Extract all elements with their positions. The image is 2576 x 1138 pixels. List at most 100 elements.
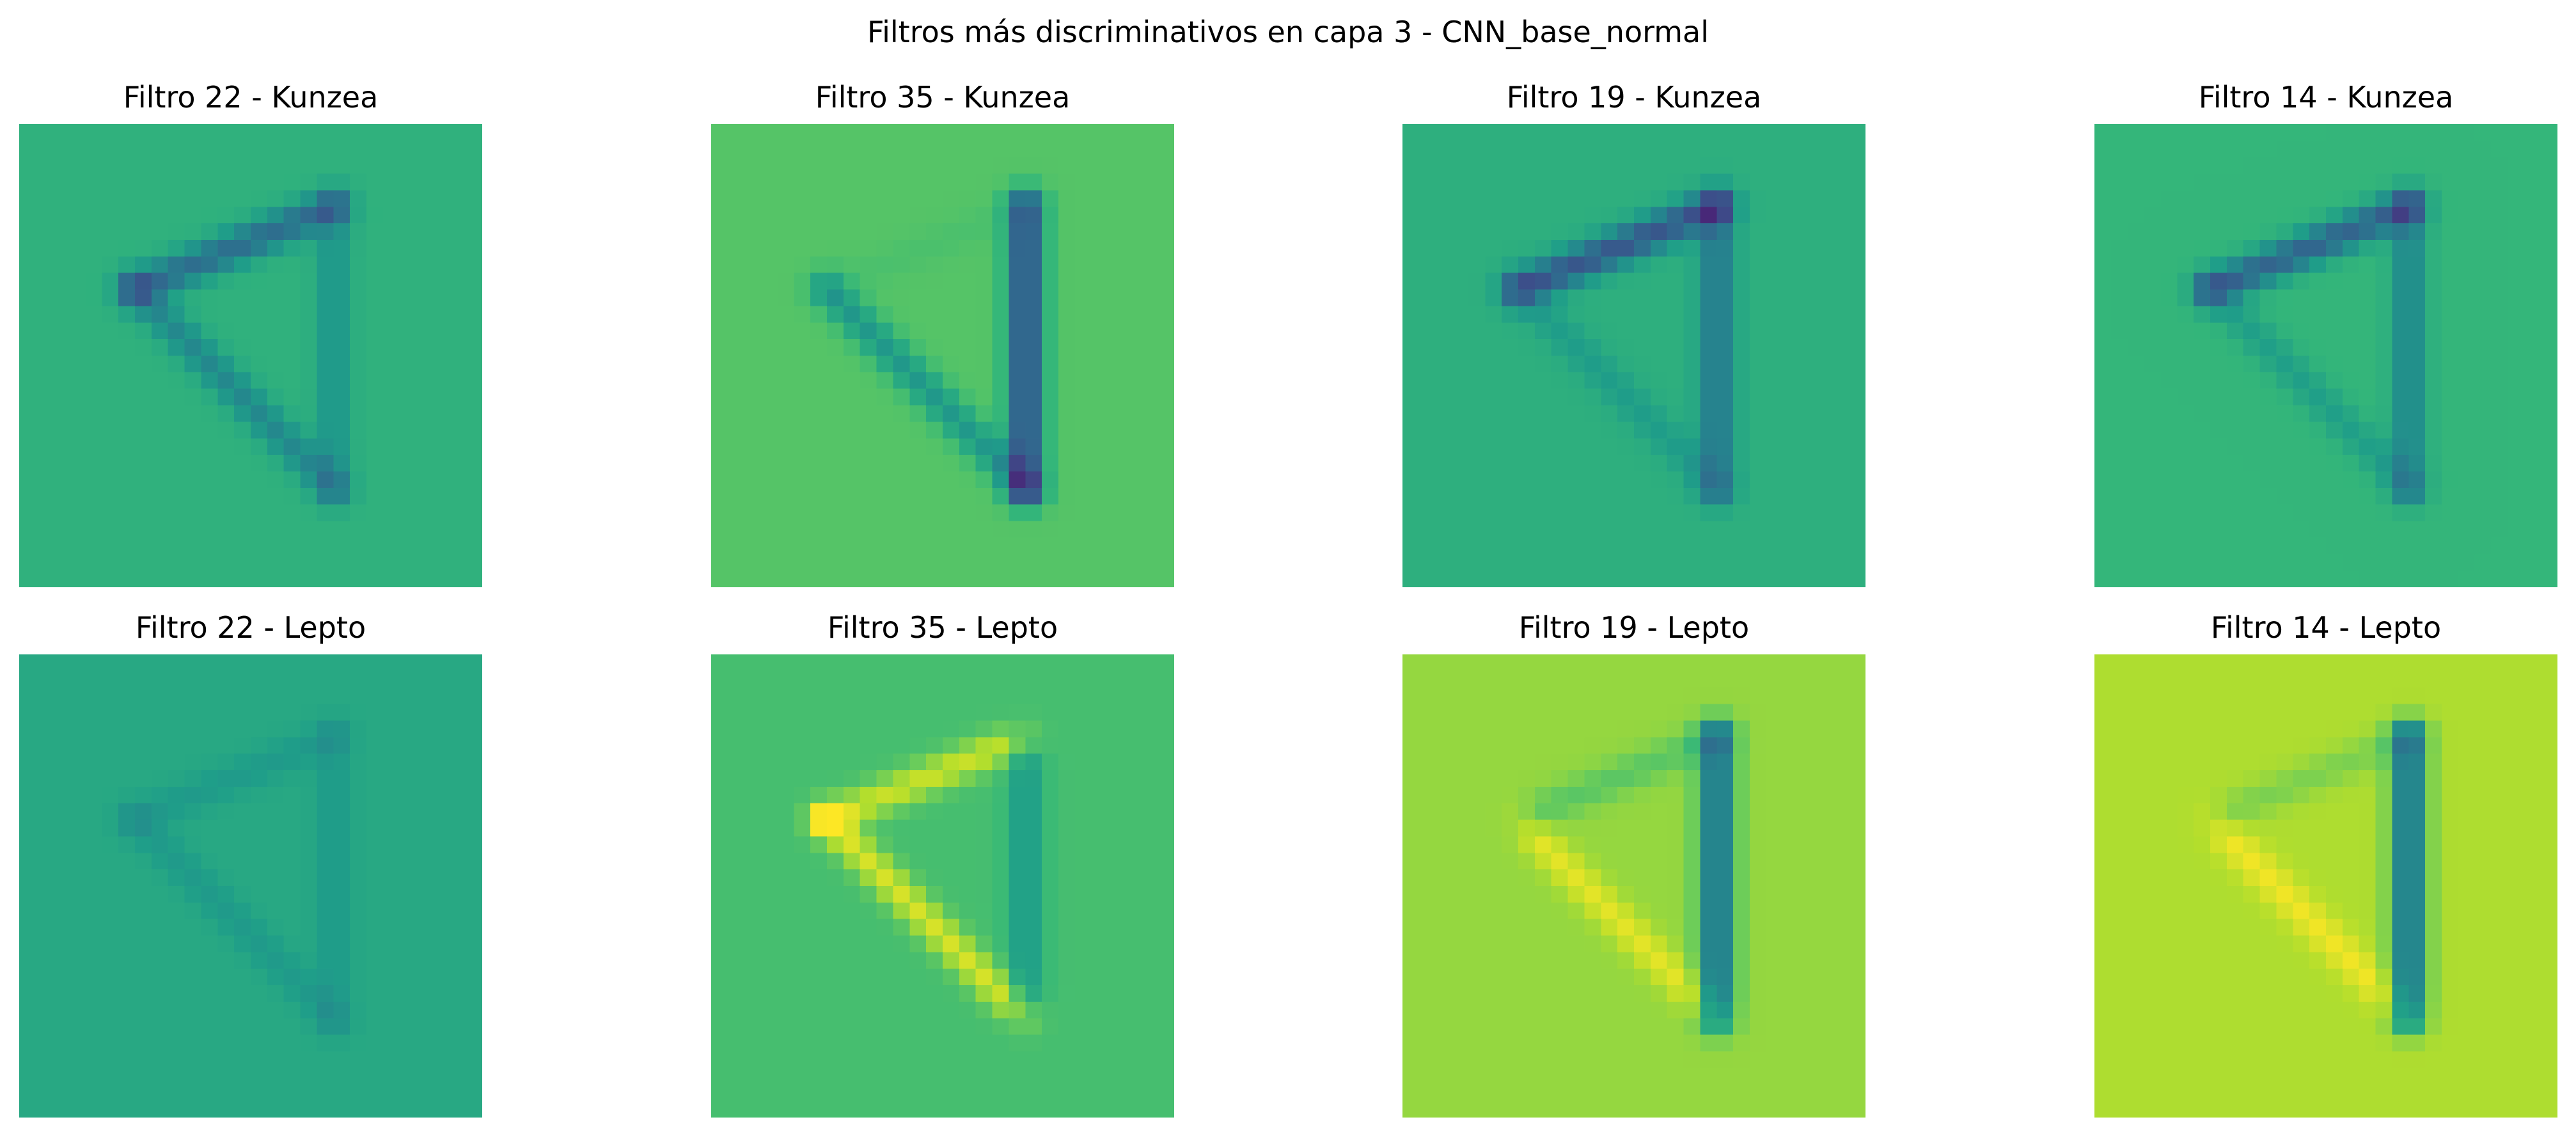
heatmap-cell (959, 306, 977, 323)
heatmap-cell (1601, 504, 1618, 522)
heatmap-cell (151, 968, 169, 986)
heatmap-cell (794, 388, 811, 406)
heatmap-cell (333, 405, 350, 422)
heatmap-cell (1502, 372, 1519, 390)
heatmap-cell (300, 1018, 317, 1036)
heatmap-cell (1485, 770, 1502, 787)
heatmap-cell (1042, 1018, 1059, 1036)
heatmap-cell (1816, 687, 1833, 705)
heatmap-cell (711, 455, 728, 472)
heatmap-cell (959, 240, 977, 257)
heatmap-cell (1009, 687, 1026, 705)
heatmap-cell (52, 223, 70, 241)
heatmap-cell (992, 173, 1009, 191)
heatmap-cell (68, 438, 86, 455)
heatmap-cell (449, 1101, 466, 1118)
heatmap-cell (1799, 737, 1816, 754)
heatmap-cell (860, 240, 877, 257)
heatmap-cell (2309, 438, 2327, 455)
heatmap-cell (416, 770, 433, 787)
heatmap-cell (2226, 240, 2244, 257)
heatmap-cell (744, 853, 762, 870)
heatmap-cell (151, 289, 169, 306)
heatmap-cell (1042, 968, 1059, 986)
heatmap-cell (416, 1084, 433, 1102)
heatmap-cell (68, 455, 86, 472)
heatmap-cell (2541, 356, 2557, 373)
heatmap-cell (2309, 339, 2327, 356)
heatmap-cell (777, 968, 794, 986)
heatmap-cell (1782, 670, 1800, 688)
heatmap-cell (711, 322, 728, 340)
heatmap-cell (118, 273, 136, 290)
heatmap-cell (449, 124, 466, 141)
heatmap-cell (2094, 537, 2112, 555)
heatmap-cell (317, 670, 334, 688)
heatmap-cell (1402, 504, 1420, 522)
heatmap-cell (943, 422, 960, 439)
heatmap-cell (1716, 521, 1734, 538)
heatmap-cell (2442, 521, 2459, 538)
heatmap-cell (2194, 571, 2211, 587)
heatmap-cell (102, 886, 119, 903)
heatmap-cell (234, 985, 251, 1002)
heatmap-cell (300, 422, 317, 439)
heatmap-cell (102, 1068, 119, 1085)
heatmap-cell (926, 704, 943, 721)
heatmap-cell (2392, 537, 2409, 555)
heatmap-cell (1502, 173, 1519, 191)
heatmap-cell (1832, 537, 1850, 555)
heatmap-cell (1091, 1018, 1109, 1036)
heatmap-cell (135, 786, 152, 804)
heatmap-cell (760, 190, 778, 207)
heatmap-cell (727, 256, 745, 274)
heatmap-cell (184, 537, 201, 555)
heatmap-cell (1091, 388, 1109, 406)
heatmap-cell (2259, 487, 2277, 505)
heatmap-cell (777, 770, 794, 787)
heatmap-cell (711, 289, 728, 306)
heatmap-cell (2474, 504, 2492, 522)
heatmap-cell (876, 737, 893, 754)
heatmap-cell (1518, 654, 1535, 672)
heatmap-cell (1402, 770, 1420, 787)
heatmap-cell (234, 140, 251, 158)
heatmap-cell (975, 902, 993, 920)
heatmap-cell (1534, 372, 1552, 390)
heatmap-cell (184, 422, 201, 439)
heatmap-cell (1816, 704, 1833, 721)
heatmap-cell (2326, 372, 2343, 390)
heatmap-cell (333, 803, 350, 821)
heatmap-cell (2226, 356, 2244, 373)
heatmap-cell (2259, 438, 2277, 455)
heatmap-cell (1799, 438, 1816, 455)
heatmap-cell (1091, 157, 1109, 175)
heatmap-cell (333, 853, 350, 870)
heatmap-cell (1766, 770, 1784, 787)
heatmap-cell (1683, 372, 1700, 390)
heatmap-cell (2144, 537, 2161, 555)
heatmap-cell (201, 140, 218, 158)
heatmap-cell (810, 720, 828, 738)
heatmap-cell (35, 339, 53, 356)
heatmap-cell (267, 521, 285, 538)
heatmap-cell (234, 1068, 251, 1085)
heatmap-cell (1025, 704, 1042, 721)
heatmap-cell (350, 704, 367, 721)
heatmap-cell (760, 537, 778, 555)
heatmap-cell (1832, 737, 1850, 754)
heatmap-cell (1108, 770, 1125, 787)
heatmap-cell (2226, 306, 2244, 323)
heatmap-cell (118, 919, 136, 936)
heatmap-cell (2541, 207, 2557, 224)
heatmap-cell (860, 487, 877, 505)
heatmap-cell (744, 438, 762, 455)
heatmap-cell (2160, 190, 2178, 207)
heatmap-cell (1091, 886, 1109, 903)
heatmap-cell (432, 207, 450, 224)
heatmap-cell (1402, 223, 1420, 241)
heatmap-cell (926, 985, 943, 1002)
heatmap-cell (1667, 422, 1685, 439)
heatmap-cell (317, 306, 334, 323)
heatmap-cell (1502, 720, 1519, 738)
